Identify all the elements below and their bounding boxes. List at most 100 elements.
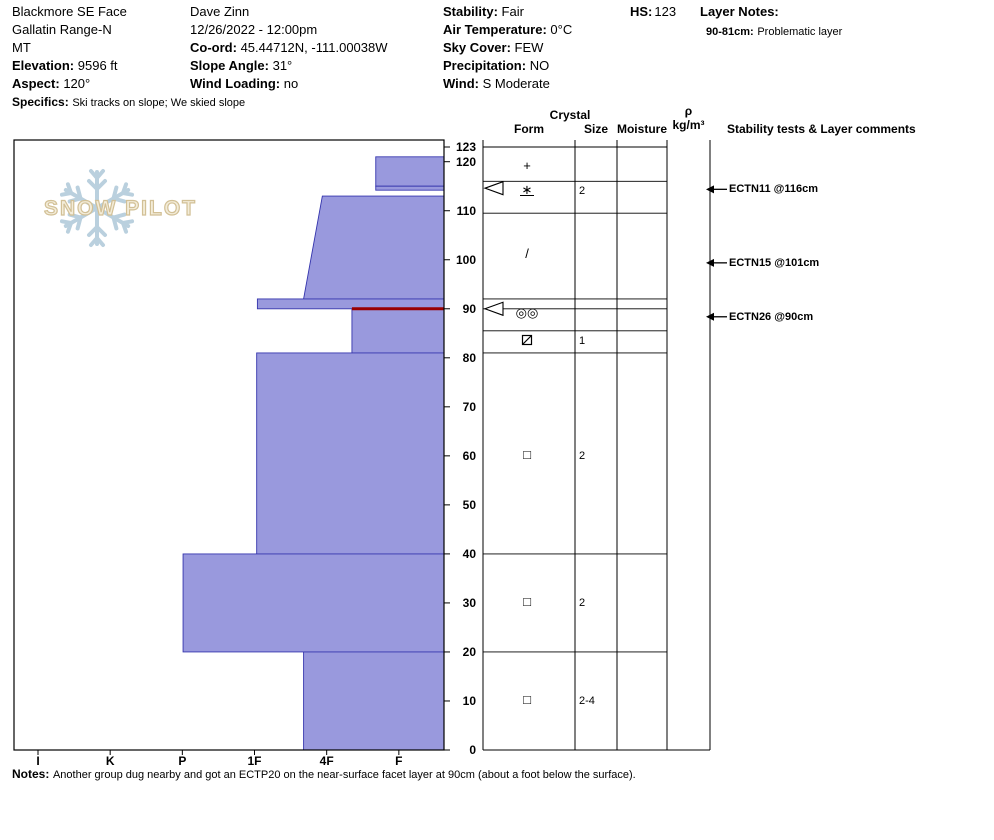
failure-layer-marker — [483, 180, 504, 196]
notes-text: Another group dug nearby and got an ECTP… — [52, 769, 636, 781]
stability-test-label: ECTN26 @90cm — [729, 310, 814, 323]
hardness-axis-label: P — [178, 754, 187, 768]
precipitation-value: NO — [529, 58, 550, 73]
elevation-line: Elevation: 9596 ft — [12, 58, 118, 74]
wind-loading-value: no — [283, 76, 299, 91]
depth-tick-label: 123 — [455, 140, 476, 154]
snowflake-logo-icon — [58, 169, 136, 247]
density-symbol-header: ρ — [684, 104, 693, 118]
coordinates-label: Co-ord: — [190, 40, 237, 55]
grain-symbol-mixed-facets-rounds — [505, 334, 549, 350]
depth-tick-label: 10 — [462, 693, 476, 708]
wind-loading-line: Wind Loading: no — [190, 76, 298, 92]
stability-label: Stability: — [443, 4, 498, 19]
depth-tick-label: 60 — [462, 448, 476, 463]
sky-cover-label: Sky Cover: — [443, 40, 511, 55]
layer-note-item: 90-81cm: Problematic layer — [706, 23, 842, 40]
depth-tick-label: 80 — [462, 350, 476, 365]
depth-tick-label: 110 — [456, 203, 476, 218]
test-arrow-head — [706, 312, 714, 321]
grain-symbol-facets: □ — [523, 691, 531, 707]
snow-layer-bar — [303, 651, 445, 751]
coordinates-line: Co-ord: 45.44712N, -111.00038W — [190, 40, 388, 56]
hs-label: HS: — [630, 4, 653, 19]
aspect-line: Aspect: 120° — [12, 76, 90, 92]
test-arrow-head — [706, 185, 714, 194]
wind-line: Wind: S Moderate — [443, 76, 550, 92]
slope-angle-value: 31° — [272, 58, 293, 73]
layer-notes-label: Layer Notes: — [700, 4, 779, 19]
hardness-axis-label: K — [105, 754, 115, 768]
plot-frame — [13, 139, 445, 751]
hardness-axis-label: 1F — [247, 754, 262, 768]
hs-value: 123 — [654, 4, 677, 19]
sky-cover-value: FEW — [514, 40, 544, 55]
observation-datetime: 12/26/2022 - 12:00pm — [190, 22, 318, 37]
grain-symbol-facets: □ — [523, 593, 531, 609]
depth-tick-label: 50 — [462, 497, 476, 512]
layer-note-range: 90-81cm: — [706, 26, 754, 38]
grain-symbol-precipitation-particles: + — [523, 157, 531, 173]
failure-layer-marker — [483, 301, 504, 317]
site-state: MT — [12, 40, 31, 55]
wind-label: Wind: — [443, 76, 479, 91]
depth-tick-label: 70 — [462, 399, 476, 414]
grain-size-value: 2 — [579, 596, 586, 609]
crystal-column-header: Crystal — [549, 108, 591, 122]
grain-size-value: 2 — [579, 185, 586, 198]
moisture-column-header: Moisture — [616, 122, 667, 136]
stability-value: Fair — [501, 4, 524, 19]
layer-note-text: Problematic layer — [757, 26, 843, 38]
depth-tick-label: 20 — [462, 644, 476, 659]
grain-size-value: 2 — [579, 449, 586, 462]
precipitation-line: Precipitation: NO — [443, 58, 549, 74]
hardness-axis-label: I — [36, 754, 40, 768]
sky-cover-line: Sky Cover: FEW — [443, 40, 543, 56]
wind-loading-label: Wind Loading: — [190, 76, 281, 91]
notes-line: Notes: Another group dug nearby and got … — [12, 766, 636, 783]
wind-value: S Moderate — [482, 76, 550, 91]
site-range: Gallatin Range-N — [12, 22, 112, 37]
layer-notes-header: Layer Notes: — [700, 4, 779, 20]
precipitation-label: Precipitation: — [443, 58, 527, 73]
grain-symbol-melt-freeze-crust: ◎◎ — [515, 304, 539, 320]
specifics-label: Specifics: — [12, 95, 69, 109]
snow-layer-bar — [375, 156, 445, 187]
slope-angle-label: Slope Angle: — [190, 58, 269, 73]
snowpilot-logo-text: SNOW PILOT — [43, 196, 197, 220]
air-temp-line: Air Temperature: 0°C — [443, 22, 572, 38]
snow-layer-bar — [375, 185, 445, 191]
specifics-value: Ski tracks on slope; We skied slope — [72, 97, 246, 109]
coordinates-value: 45.44712N, -111.00038W — [240, 40, 388, 55]
depth-tick-label: 100 — [455, 252, 476, 267]
depth-tick-label: 0 — [469, 743, 476, 757]
notes-label: Notes: — [12, 767, 50, 781]
stability-line: Stability: Fair — [443, 4, 524, 20]
grain-symbol-decomposing-fragments: / — [525, 245, 529, 261]
stability-test-label: ECTN11 @116cm — [729, 183, 818, 196]
snow-layer-bar — [303, 195, 445, 300]
form-column-header: Form — [514, 122, 544, 136]
density-units-header: kg/m³ — [672, 118, 705, 132]
size-column-header: Size — [583, 122, 608, 136]
depth-tick-label: 120 — [455, 154, 476, 169]
elevation-value: 9596 ft — [77, 58, 118, 73]
depth-tick-label: 90 — [462, 301, 476, 316]
observer-name: Dave Zinn — [190, 4, 250, 19]
elevation-label: Elevation: — [12, 58, 75, 73]
specifics-line: Specifics: Ski tracks on slope; We skied… — [12, 94, 245, 111]
aspect-value: 120° — [63, 76, 91, 91]
air-temp-value: 0°C — [550, 22, 573, 37]
site-name: Blackmore SE Face — [12, 4, 127, 19]
grain-symbol-surface-hoar: ∗ — [519, 182, 535, 198]
grain-size-value: 1 — [579, 334, 586, 347]
slope-angle-line: Slope Angle: 31° — [190, 58, 292, 74]
test-arrow-head — [706, 258, 714, 267]
stability-tests-column-header: Stability tests & Layer comments — [727, 122, 916, 136]
hardness-axis-label: 4F — [319, 754, 334, 768]
aspect-label: Aspect: — [12, 76, 60, 91]
depth-tick-label: 30 — [462, 595, 476, 610]
grain-symbol-facets: □ — [523, 446, 531, 462]
